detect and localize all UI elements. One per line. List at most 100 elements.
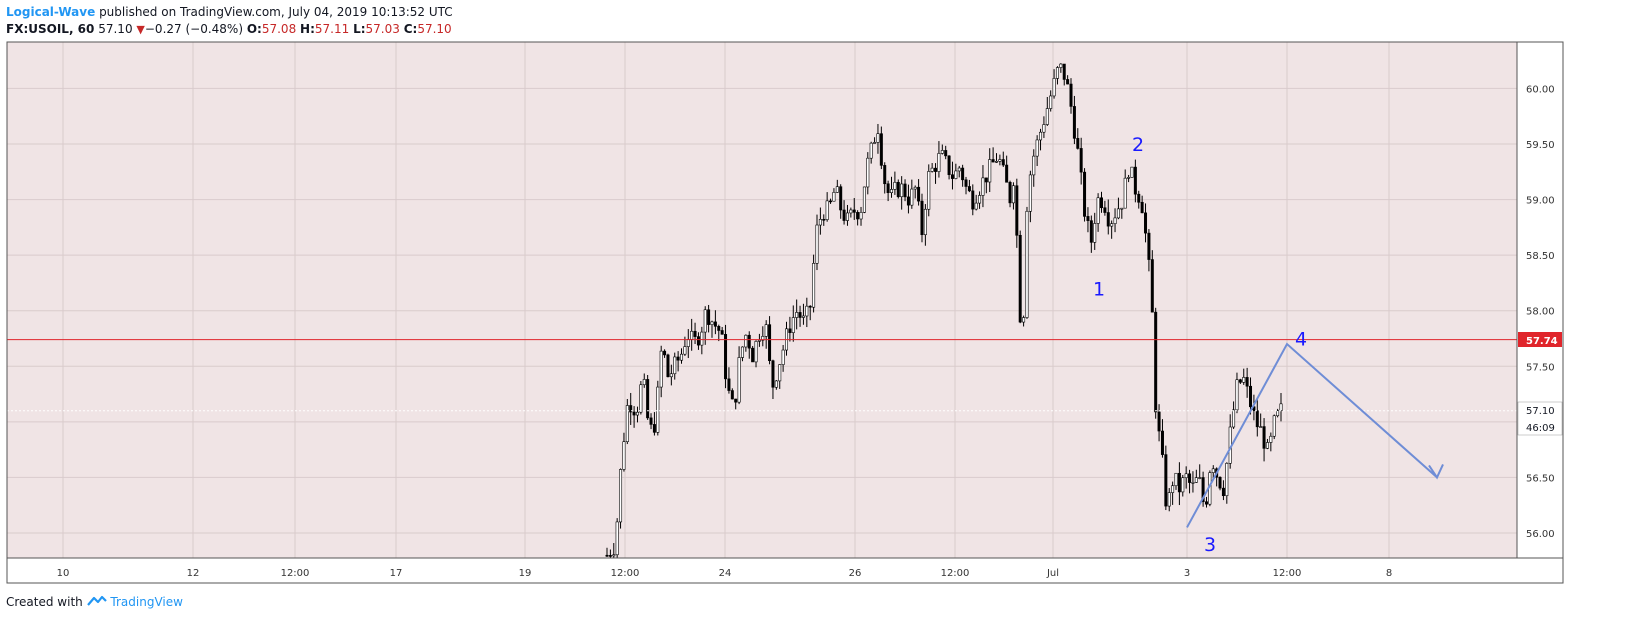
candle-body — [751, 347, 755, 363]
candle-body — [1001, 159, 1005, 166]
time-tick-label: Jul — [1046, 568, 1059, 579]
last-price-label: 57.10 — [1526, 406, 1555, 417]
price-tick-label: 58.50 — [1526, 251, 1555, 262]
candle-body — [971, 190, 975, 210]
candle-body — [998, 159, 1002, 162]
wave-label-2: 2 — [1132, 134, 1144, 156]
candle-body — [1144, 212, 1148, 234]
candle-body — [1022, 317, 1026, 323]
candle-body — [866, 157, 870, 188]
last-price-tag — [1517, 401, 1563, 436]
candle-body — [1201, 477, 1205, 503]
price-tick-label: 56.50 — [1526, 473, 1555, 484]
candle-body — [666, 354, 670, 378]
candle-body — [632, 411, 636, 416]
candle-body — [1191, 482, 1195, 484]
candle-body — [1235, 379, 1239, 411]
candle-body — [619, 469, 623, 523]
candle-body — [696, 336, 700, 346]
candle-body — [683, 346, 687, 355]
time-axis[interactable] — [6, 557, 1564, 584]
price-tick-label: 60.00 — [1526, 84, 1555, 95]
candle-body — [930, 167, 934, 172]
candle-body — [1140, 201, 1144, 214]
candle-body — [1052, 78, 1056, 97]
publish-info: Logical-Wave published on TradingView.co… — [6, 5, 453, 19]
candle-body — [954, 170, 958, 179]
candle-body — [913, 186, 917, 190]
candle-body — [903, 183, 907, 198]
candle-body — [876, 133, 880, 143]
candle-body — [825, 200, 829, 220]
candle-body — [822, 218, 826, 221]
candle-body — [937, 153, 941, 172]
candle-body — [646, 379, 650, 419]
tradingview-brand[interactable]: TradingView — [110, 595, 183, 609]
time-tick-label: 3 — [1184, 568, 1190, 579]
candle-body — [873, 142, 877, 144]
price-axis-ticks: 56.00 56.50 57.50 58.00 58.50 59.00 59.50 60.00 — [1526, 84, 1555, 540]
bar-countdown: 46:09 — [1526, 423, 1555, 434]
wave-label-1: 1 — [1093, 278, 1105, 300]
candle-body — [1259, 426, 1263, 428]
candle-body — [1276, 410, 1280, 417]
candle-body — [964, 179, 968, 187]
candle-body — [944, 150, 948, 157]
candle-body — [1181, 477, 1185, 493]
candle-body — [991, 159, 995, 163]
candle-body — [1127, 177, 1131, 179]
candle-body — [1171, 485, 1175, 493]
footer: Created with TradingView — [6, 595, 183, 609]
candle-body — [934, 167, 938, 172]
candle-body — [629, 405, 633, 413]
candle-body — [1269, 435, 1273, 443]
time-tick-label: 12:00 — [281, 568, 310, 579]
candle-body — [1265, 442, 1269, 449]
candle-body — [927, 171, 931, 210]
candle-body — [1079, 148, 1083, 173]
price-axis[interactable] — [1516, 41, 1564, 559]
candle-body — [1083, 171, 1087, 217]
candle-body — [771, 360, 775, 388]
price-tick-label: 57.50 — [1526, 362, 1555, 373]
close-value: 57.10 — [417, 22, 452, 36]
price-tick-label: 59.50 — [1526, 140, 1555, 151]
candle-body — [808, 305, 812, 308]
low-label: L: — [353, 22, 366, 36]
candle-body — [778, 364, 782, 382]
tradingview-logo-icon — [86, 595, 111, 609]
open-label: O: — [246, 22, 262, 36]
candle-body — [1103, 207, 1107, 213]
author-link[interactable]: Logical-Wave — [6, 5, 96, 19]
symbol-label: FX:USOIL, 60 — [6, 22, 95, 36]
candle-body — [832, 192, 836, 202]
candle-body — [659, 350, 663, 388]
candle-body — [730, 390, 734, 400]
candle-body — [1113, 217, 1117, 224]
price-tick-label: 56.00 — [1526, 529, 1555, 540]
candle-body — [1011, 185, 1015, 204]
candle-body — [1042, 124, 1046, 133]
candle-body — [890, 189, 894, 193]
candle-body — [764, 324, 768, 337]
candle-body — [639, 384, 643, 413]
candle-body — [886, 183, 890, 193]
candle-body — [713, 321, 717, 327]
candle-body — [1147, 232, 1151, 260]
candle-body — [740, 346, 744, 358]
candle-body — [1099, 197, 1103, 209]
candle-body — [1245, 377, 1249, 387]
price-tick-label: 59.00 — [1526, 196, 1555, 207]
time-tick-label: 19 — [519, 568, 532, 579]
candle-body — [1198, 477, 1202, 479]
candle-body — [754, 341, 758, 363]
candle-body — [693, 330, 697, 337]
candle-body — [734, 398, 738, 403]
time-axis-ticks: 10 12 12:00 17 19 12:00 24 26 12:00 Jul 3 12:00 8 — [57, 568, 1393, 579]
candle-body — [1188, 473, 1192, 483]
candle-body — [757, 339, 761, 342]
candle-body — [852, 209, 856, 213]
candle-body — [1005, 164, 1009, 183]
projection-arrow[interactable] — [1186, 342, 1444, 528]
